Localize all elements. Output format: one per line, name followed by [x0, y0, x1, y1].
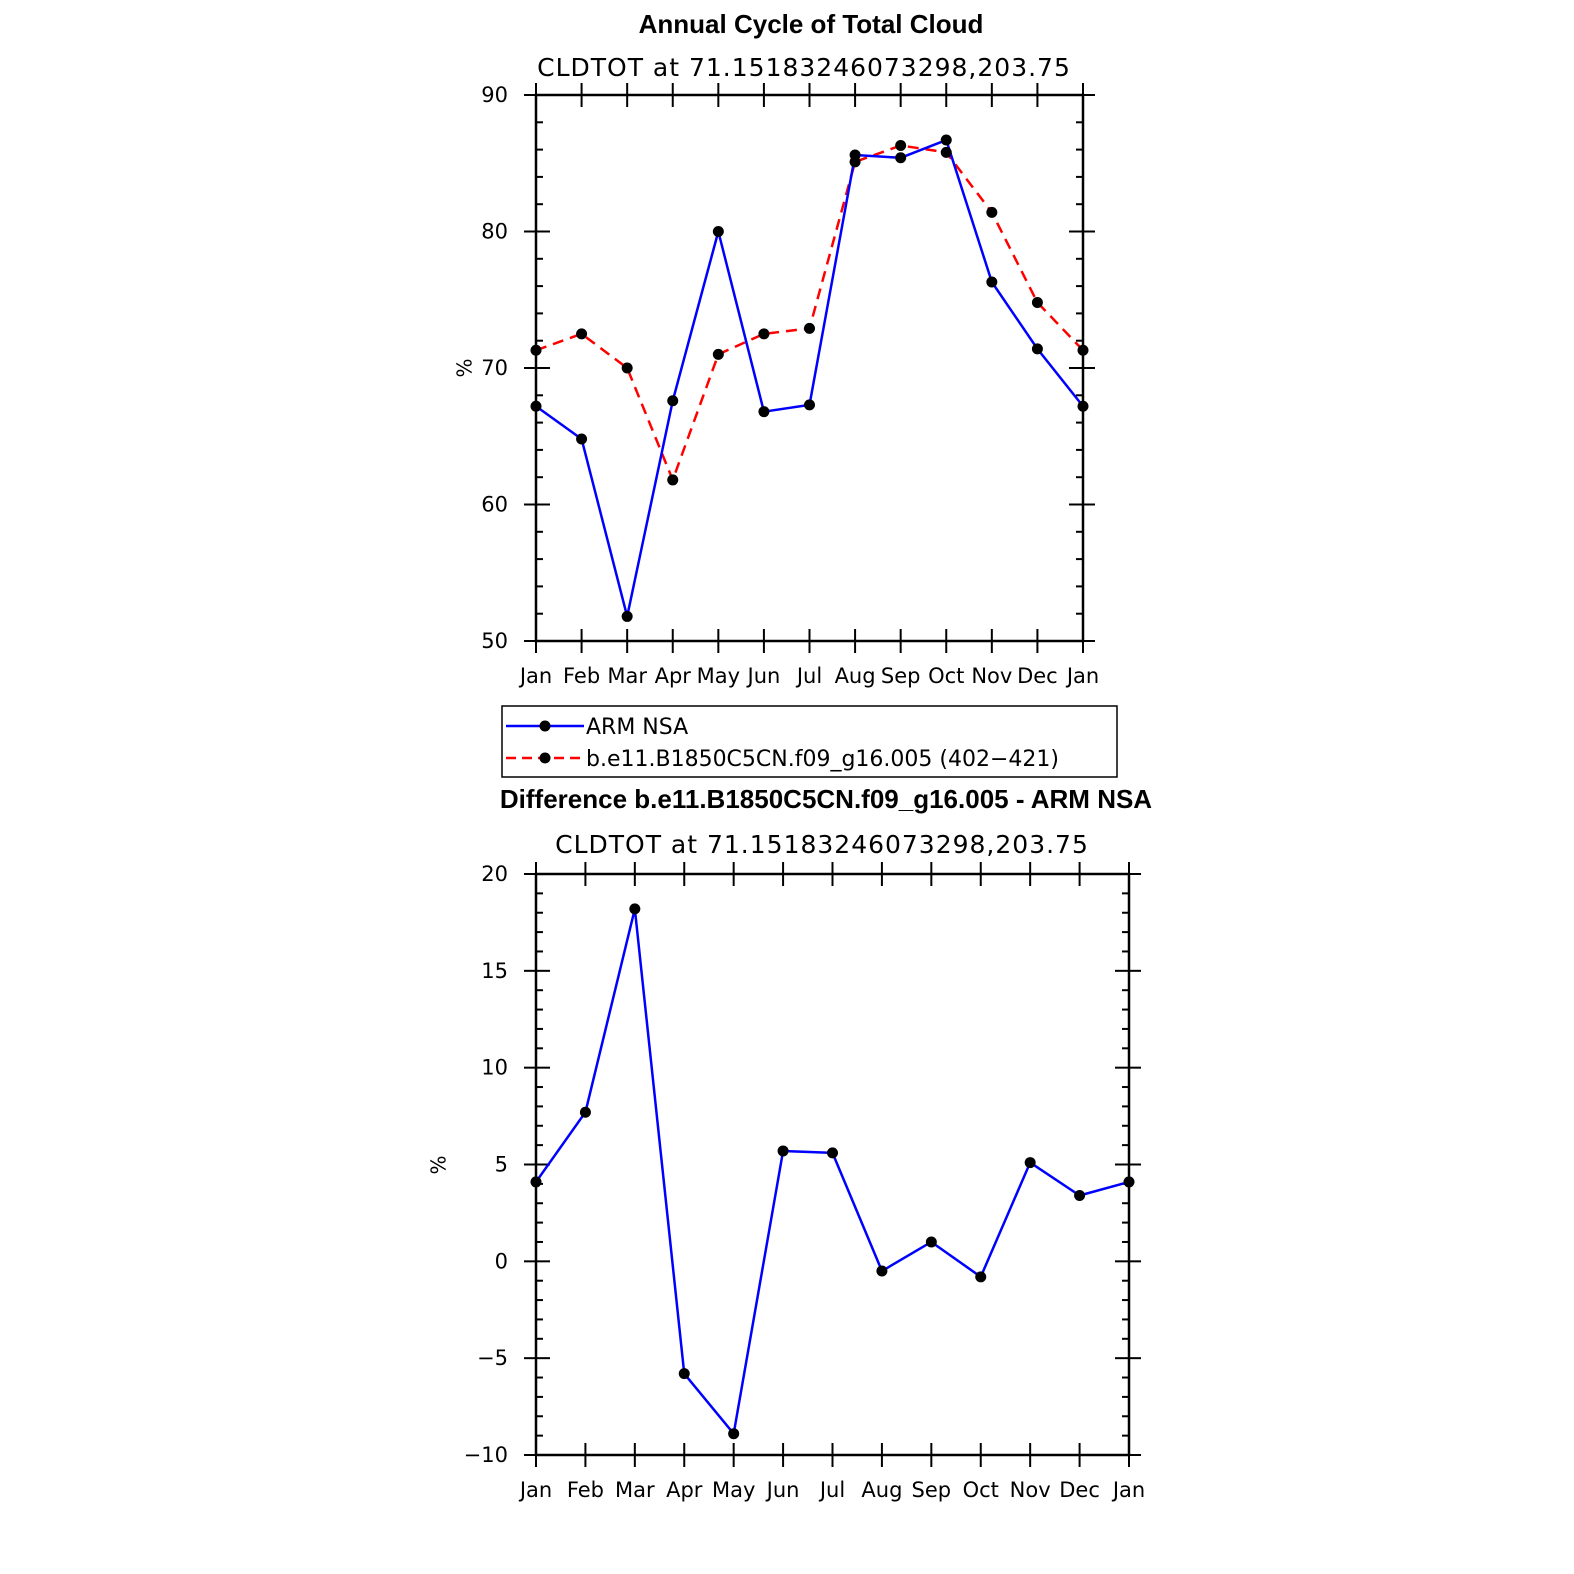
y-tick-label: 50 — [481, 629, 508, 653]
data-point-series-0 — [678, 1368, 690, 1380]
y-axis-label: % — [427, 1155, 451, 1174]
data-point-series-0 — [667, 395, 679, 407]
y-tick-label: 0 — [495, 1249, 508, 1273]
data-point-series-1 — [621, 362, 633, 374]
x-tick-label: Apr — [655, 664, 692, 688]
data-point-series-1 — [667, 474, 679, 486]
data-point-series-1 — [940, 146, 952, 158]
x-tick-label: May — [712, 1478, 755, 1502]
x-tick-label: Feb — [567, 1478, 604, 1502]
data-point-series-0 — [1077, 400, 1089, 412]
difference-chart: Difference b.e11.B1850C5CN.f09_g16.005 -… — [427, 784, 1153, 1502]
legend-label-model: b.e11.B1850C5CN.f09_g16.005 (402−421) — [586, 747, 1059, 772]
plot-frame — [534, 872, 1131, 1457]
series-line-0 — [534, 907, 1130, 1435]
plot-area: Jan Feb Mar Apr May Jun Jul Aug Sep Oct Nov Dec Jan−… — [464, 862, 1145, 1502]
y-tick-label: 60 — [481, 493, 508, 517]
x-tick-label: Nov — [971, 664, 1012, 688]
x-tick-label: Jun — [765, 1478, 800, 1502]
x-tick-label: Oct — [963, 1478, 999, 1502]
plot-area: Jan Feb Mar Apr May Jun Jul Aug Sep Oct Nov Dec Jan 5… — [481, 83, 1099, 688]
y-tick-label: −5 — [477, 1346, 508, 1370]
y-tick-label: 90 — [481, 83, 508, 107]
data-point-series-0 — [940, 134, 952, 146]
annual-cycle-chart: Annual Cycle of Total Cloud CLDTOT at 71… — [453, 9, 1100, 688]
data-point-series-1 — [895, 140, 907, 152]
x-tick-label: Dec — [1059, 1478, 1100, 1502]
chart-subtitle: CLDTOT at 71.15183246073298,203.75 — [555, 830, 1089, 859]
plot-frame — [534, 93, 1085, 643]
series-line-0 — [535, 138, 1084, 618]
legend-label-arm-nsa: ARM NSA — [586, 715, 688, 740]
y-tick-label: 5 — [495, 1153, 508, 1177]
x-tick-label: Jul — [818, 1478, 845, 1502]
x-tick-label: Jul — [795, 664, 822, 688]
data-point-series-0 — [876, 1265, 888, 1277]
x-tick-label: Feb — [563, 664, 600, 688]
legend-box — [501, 705, 1118, 778]
y-tick-label: 70 — [481, 356, 508, 380]
y-tick-label: 20 — [481, 862, 508, 886]
x-tick-label: Aug — [861, 1478, 902, 1502]
x-tick-label: May — [697, 664, 740, 688]
data-point-series-1 — [530, 344, 542, 356]
legend-marker-model — [539, 752, 551, 764]
data-point-series-0 — [579, 1106, 591, 1118]
x-tick-label: Aug — [835, 664, 876, 688]
x-tick-label: Sep — [912, 1478, 952, 1502]
x-tick-label: Nov — [1010, 1478, 1051, 1502]
data-point-series-0 — [1031, 343, 1043, 355]
data-point-series-0 — [895, 152, 907, 164]
x-tick-label: Jan — [518, 1478, 552, 1502]
x-tick-label: Jun — [746, 664, 781, 688]
data-point-series-1 — [986, 206, 998, 218]
data-point-series-0 — [712, 226, 724, 237]
data-point-series-1 — [804, 322, 815, 334]
legend: ARM NSA b.e11.B1850C5CN.f09_g16.005 (402… — [501, 705, 1118, 778]
x-tick-label: Dec — [1017, 664, 1058, 688]
data-point-series-0 — [827, 1147, 838, 1159]
x-tick-label: Mar — [615, 1478, 655, 1502]
chart-title: Difference b.e11.B1850C5CN.f09_g16.005 -… — [500, 784, 1152, 814]
data-point-series-0 — [986, 276, 998, 288]
x-tick-label: Sep — [881, 664, 921, 688]
data-point-series-0 — [975, 1271, 987, 1283]
data-point-series-0 — [1123, 1176, 1135, 1188]
y-tick-label: −10 — [464, 1443, 508, 1467]
data-point-series-1 — [1031, 296, 1043, 308]
x-tick-label: Jan — [1065, 664, 1099, 688]
data-point-series-1 — [712, 348, 724, 360]
data-point-series-1 — [1077, 344, 1089, 356]
y-tick-label: 10 — [481, 1056, 508, 1080]
data-point-series-0 — [530, 400, 542, 412]
data-point-series-0 — [758, 406, 770, 418]
y-tick-label: 15 — [481, 959, 508, 983]
x-tick-label: Mar — [607, 664, 647, 688]
y-axis-label: % — [453, 358, 477, 377]
data-point-series-0 — [1024, 1157, 1036, 1169]
data-point-series-1 — [758, 328, 770, 340]
data-point-series-1 — [576, 328, 588, 340]
data-point-series-1 — [849, 156, 861, 168]
data-point-series-0 — [925, 1236, 937, 1248]
data-point-series-0 — [530, 1176, 542, 1188]
x-tick-label: Jan — [518, 664, 552, 688]
data-point-series-0 — [1074, 1189, 1086, 1201]
data-point-series-0 — [804, 399, 815, 411]
y-tick-label: 80 — [481, 220, 508, 244]
data-point-series-0 — [621, 610, 633, 622]
chart-subtitle: CLDTOT at 71.15183246073298,203.75 — [537, 53, 1071, 82]
data-point-series-0 — [576, 433, 588, 445]
legend-marker-arm-nsa — [539, 720, 551, 732]
series-line-1 — [535, 144, 1084, 482]
x-tick-label: Oct — [928, 664, 964, 688]
data-point-series-0 — [728, 1428, 740, 1440]
x-tick-label: Jan — [1111, 1478, 1145, 1502]
data-point-series-0 — [777, 1145, 789, 1157]
data-point-series-0 — [629, 903, 641, 915]
x-tick-label: Apr — [666, 1478, 703, 1502]
chart-title: Annual Cycle of Total Cloud — [639, 9, 984, 39]
